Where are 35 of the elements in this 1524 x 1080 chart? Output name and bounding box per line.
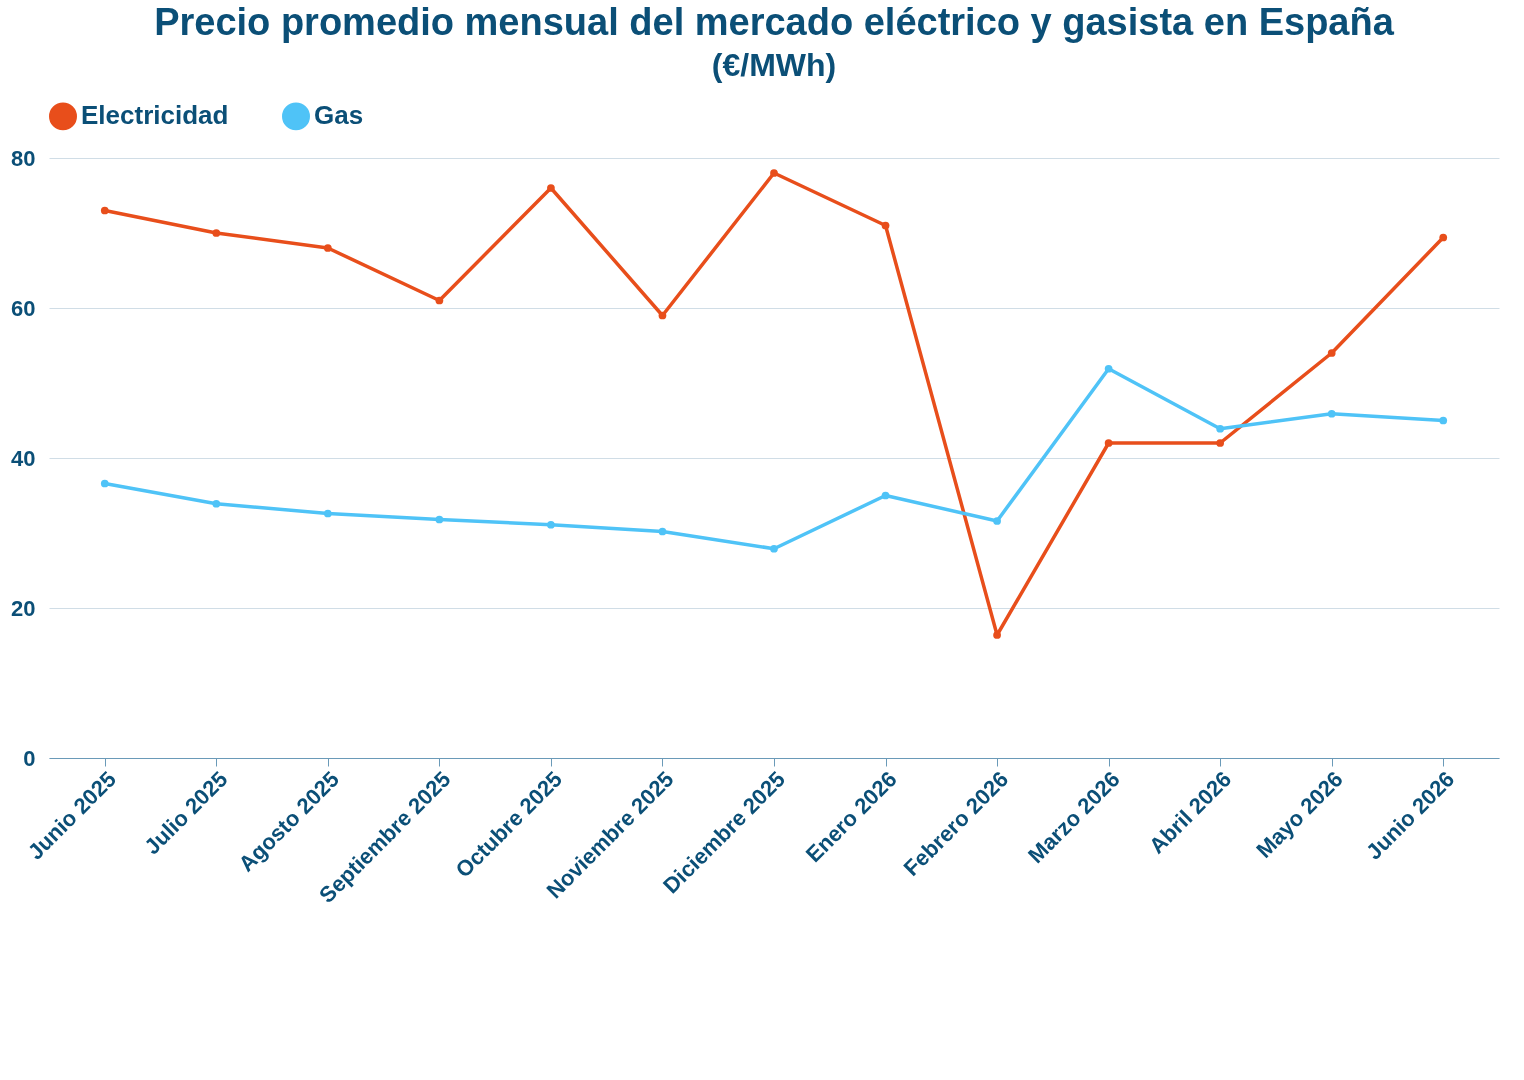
y-tick-label: 60 xyxy=(11,295,36,321)
point xyxy=(547,184,555,192)
point xyxy=(1104,364,1113,373)
point xyxy=(547,520,555,529)
point xyxy=(1439,416,1448,425)
y-tick-label: 80 xyxy=(11,145,36,171)
point xyxy=(1327,349,1336,357)
point xyxy=(993,517,1001,525)
point xyxy=(1216,439,1225,447)
point xyxy=(100,206,109,215)
point xyxy=(770,544,778,553)
chart-title: Precio promedio mensual del mercado eléctrico y gasista en España xyxy=(154,1,1395,43)
point xyxy=(212,499,221,508)
point xyxy=(435,296,444,305)
legend-label: Electricidad xyxy=(81,100,229,131)
point xyxy=(323,244,332,252)
point xyxy=(212,229,221,237)
point xyxy=(1327,409,1336,418)
point xyxy=(881,221,890,230)
point xyxy=(993,631,1001,639)
point xyxy=(658,527,667,536)
point xyxy=(658,311,667,320)
point xyxy=(323,509,332,518)
point xyxy=(100,479,109,488)
point xyxy=(1216,424,1225,433)
y-tick-label: 0 xyxy=(23,745,36,771)
y-tick-label: 40 xyxy=(11,445,36,471)
chart-subtitle: (€/MWh) xyxy=(711,47,837,83)
legend-label: Gas xyxy=(314,100,364,131)
point xyxy=(1439,233,1448,242)
point xyxy=(881,491,890,500)
y-tick-label: 20 xyxy=(11,595,36,621)
point xyxy=(1104,439,1113,447)
point xyxy=(770,169,778,177)
point xyxy=(435,515,444,524)
